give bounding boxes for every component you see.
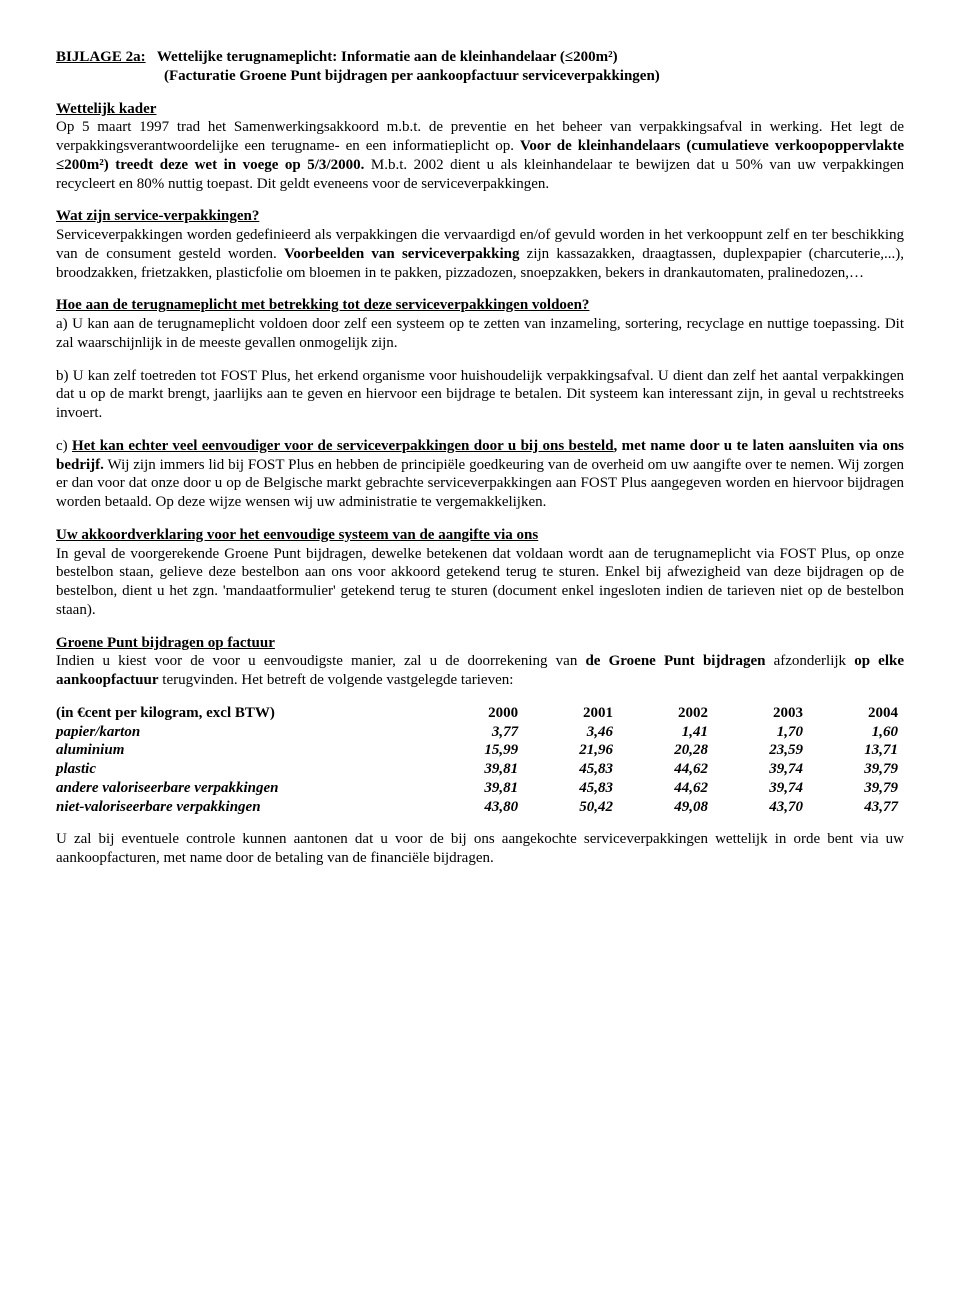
cell: 1,70 [714,723,809,742]
heading-hoe: Hoe aan de terugnameplicht met betrekkin… [56,297,589,313]
cell: 39,79 [809,779,904,798]
cell: 3,46 [524,723,619,742]
cell: 45,83 [524,779,619,798]
heading-groene-punt: Groene Punt bijdragen op factuur [56,635,275,651]
gp-intro-post: terugvinden. Het betreft de volgende vas… [159,672,514,688]
table-header-row: (in €cent per kilogram, excl BTW) 2000 2… [56,704,904,723]
document-header: BIJLAGE 2a: Wettelijke terugnameplicht: … [56,48,904,86]
row-label: plastic [56,760,429,779]
col-year-2: 2002 [619,704,714,723]
cell: 43,70 [714,798,809,817]
cell: 23,59 [714,741,809,760]
cell: 45,83 [524,760,619,779]
cell: 39,74 [714,779,809,798]
table-row: papier/karton 3,77 3,46 1,41 1,70 1,60 [56,723,904,742]
cell: 39,79 [809,760,904,779]
cell: 1,41 [619,723,714,742]
section-groene-punt: Groene Punt bijdragen op factuur Indien … [56,634,904,690]
heading-wat-zijn: Wat zijn service-verpakkingen? [56,208,259,224]
section-wettelijk-kader: Wettelijk kader Op 5 maart 1997 trad het… [56,100,904,194]
hoe-c-pre: c) [56,438,72,454]
col-year-0: 2000 [429,704,524,723]
section-wat-zijn: Wat zijn service-verpakkingen? Serviceve… [56,207,904,282]
hoe-b: b) U kan zelf toetreden tot FOST Plus, h… [56,367,904,423]
gp-intro-mid: afzonderlijk [765,653,854,669]
col-year-3: 2003 [714,704,809,723]
bijlage-label: BIJLAGE 2a: [56,49,146,65]
body-akkoord: In geval de voorgerekende Groene Punt bi… [56,546,904,618]
cell: 39,81 [429,779,524,798]
table-row: niet-valoriseerbare verpakkingen 43,80 5… [56,798,904,817]
cell: 20,28 [619,741,714,760]
table-row: andere valoriseerbare verpakkingen 39,81… [56,779,904,798]
cell: 13,71 [809,741,904,760]
cell: 49,08 [619,798,714,817]
table-row: plastic 39,81 45,83 44,62 39,74 39,79 [56,760,904,779]
cell: 21,96 [524,741,619,760]
cell: 43,80 [429,798,524,817]
section-akkoord: Uw akkoordverklaring voor het eenvoudige… [56,526,904,620]
row-label: andere valoriseerbare verpakkingen [56,779,429,798]
voorbeelden-label: Voorbeelden van serviceverpakking [284,246,520,262]
heading-akkoord: Uw akkoordverklaring voor het eenvoudige… [56,527,538,543]
cell: 1,60 [809,723,904,742]
cell: 39,81 [429,760,524,779]
title-line-1: Wettelijke terugnameplicht: Informatie a… [157,49,618,65]
closing-paragraph: U zal bij eventuele controle kunnen aant… [56,830,904,868]
row-label: aluminium [56,741,429,760]
hoe-c: c) Het kan echter veel eenvoudiger voor … [56,437,904,512]
section-hoe: Hoe aan de terugnameplicht met betrekkin… [56,296,904,352]
cell: 50,42 [524,798,619,817]
col-year-4: 2004 [809,704,904,723]
hoe-c-under: Het kan echter veel eenvoudiger voor de … [72,438,614,454]
hoe-a: a) U kan aan de terugnameplicht voldoen … [56,316,904,351]
cell: 44,62 [619,779,714,798]
cell: 44,62 [619,760,714,779]
cell: 3,77 [429,723,524,742]
heading-wettelijk-kader: Wettelijk kader [56,101,156,117]
hoe-c-rest: Wij zijn immers lid bij FOST Plus en heb… [56,457,904,511]
row-label: niet-valoriseerbare verpakkingen [56,798,429,817]
tariffs-table: (in €cent per kilogram, excl BTW) 2000 2… [56,704,904,817]
cell: 43,77 [809,798,904,817]
gp-intro-pre: Indien u kiest voor de voor u eenvoudigs… [56,653,585,669]
cell: 15,99 [429,741,524,760]
gp-intro-bold1: de Groene Punt bijdragen [585,653,765,669]
col-year-1: 2001 [524,704,619,723]
table-row: aluminium 15,99 21,96 20,28 23,59 13,71 [56,741,904,760]
cell: 39,74 [714,760,809,779]
tariffs-header-label: (in €cent per kilogram, excl BTW) [56,704,429,723]
title-line-2: (Facturatie Groene Punt bijdragen per aa… [164,68,660,84]
row-label: papier/karton [56,723,429,742]
